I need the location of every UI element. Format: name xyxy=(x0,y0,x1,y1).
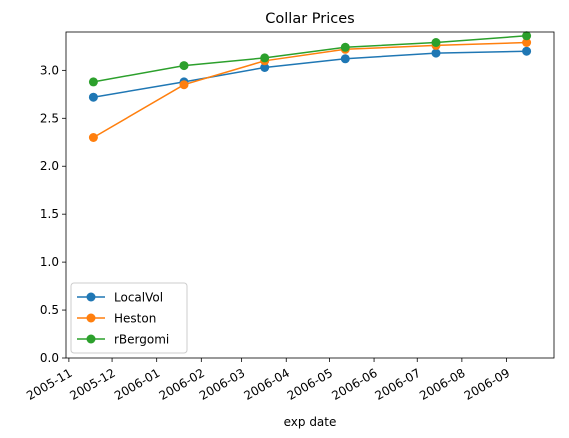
x-axis: 2005-112005-122006-012006-022006-032006-… xyxy=(24,358,512,403)
data-point xyxy=(340,54,350,64)
y-tick-label: 1.5 xyxy=(40,207,59,221)
x-tick-label: 2006-05 xyxy=(285,366,335,403)
legend-label: Heston xyxy=(114,312,156,326)
legend-label: rBergomi xyxy=(114,333,169,347)
legend-marker xyxy=(86,292,96,302)
y-axis: 0.0 0.5 1.0 1.5 2.0 2.5 3.0 xyxy=(40,63,66,365)
data-point xyxy=(179,61,189,71)
data-point xyxy=(88,92,98,102)
data-point xyxy=(431,38,441,47)
data-point xyxy=(260,63,270,72)
x-tick-label: 2006-08 xyxy=(417,366,467,403)
data-point xyxy=(340,42,350,52)
legend-box xyxy=(70,282,188,354)
axes-frame xyxy=(65,31,555,359)
y-tick-label: 0.5 xyxy=(40,303,59,317)
data-point xyxy=(88,77,98,87)
x-axis-label: exp date xyxy=(284,415,337,429)
legend-label: LocalVol xyxy=(114,291,163,305)
series-line-0 xyxy=(93,50,527,98)
data-point xyxy=(522,38,532,47)
y-tick-label: 2.0 xyxy=(40,159,59,173)
chart-title: Collar Prices xyxy=(265,11,354,27)
x-tick-label: 2006-07 xyxy=(373,366,423,403)
data-point xyxy=(179,80,189,90)
data-point xyxy=(88,133,98,142)
series-line-1 xyxy=(93,41,527,139)
x-tick-label: 2006-04 xyxy=(242,366,292,403)
y-tick-label: 1.0 xyxy=(40,255,59,269)
y-tick-label: 2.5 xyxy=(40,111,59,125)
y-tick-label: 0.0 xyxy=(40,351,59,365)
x-tick-label: 2006-01 xyxy=(112,366,162,403)
x-tick-label: 2006-02 xyxy=(157,366,207,403)
data-point xyxy=(260,53,270,63)
x-tick-label: 2005-11 xyxy=(24,366,74,403)
series-line-2 xyxy=(93,35,527,83)
x-tick-label: 2005-12 xyxy=(67,366,117,403)
data-point xyxy=(431,48,441,58)
y-tick-label: 3.0 xyxy=(40,63,59,77)
plot-area xyxy=(65,31,555,359)
x-tick-label: 2006-09 xyxy=(462,366,512,403)
x-tick-label: 2006-06 xyxy=(329,366,379,403)
legend-marker xyxy=(86,334,96,344)
data-point xyxy=(522,46,532,56)
x-tick-label: 2006-03 xyxy=(197,366,247,403)
legend: LocalVol Heston rBergomi xyxy=(70,282,188,354)
legend-marker xyxy=(86,313,96,323)
data-point xyxy=(522,31,532,41)
